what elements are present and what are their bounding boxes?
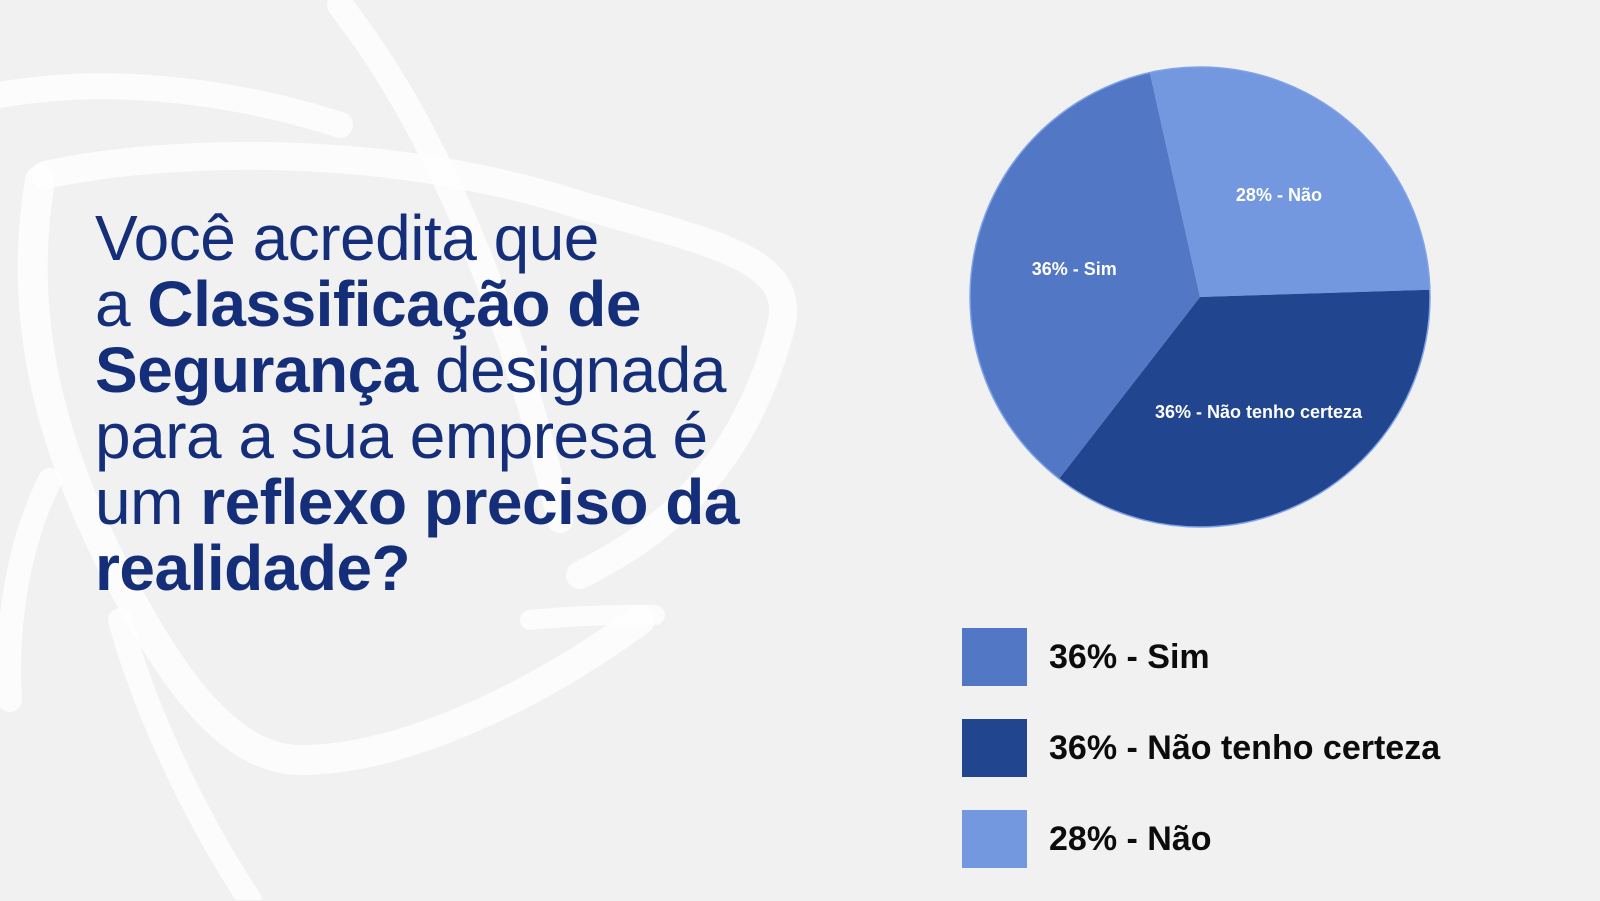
headline-line-4: para a sua empresa é [95,400,708,472]
slice-label-sim: 36% - Sim [1032,259,1117,279]
legend-label-nao-tenho-certeza: 36% - Não tenho certeza [1049,728,1441,767]
headline-emphasis: Classificação de [147,268,641,340]
slice-label-nao: 28% - Não [1236,185,1322,205]
legend-label-sim: 36% - Sim [1049,637,1210,676]
pie-outline [969,66,1431,528]
pie-chart: 28% - Não 36% - Não tenho certeza 36% - Si… [969,66,1431,528]
headline-line-6: realidade? [95,532,411,604]
legend-item-sim: 36% - Sim [962,628,1440,686]
headline-emphasis: reflexo preciso da [200,466,739,538]
headline-text: a [95,268,148,340]
legend-swatch-nao-tenho-certeza [962,719,1027,777]
pie-slice-sim [970,72,1200,479]
legend-swatch-sim [962,628,1027,686]
legend-item-nao-tenho-certeza: 36% - Não tenho certeza [962,719,1440,777]
legend-swatch-nao [962,810,1027,868]
headline-emphasis: Segurança [95,334,418,406]
chart-legend: 36% - Sim 36% - Não tenho certeza 28% - … [962,628,1440,901]
slice-label-nao-tenho-certeza: 36% - Não tenho certeza [1155,402,1363,422]
headline-text: designada [417,334,726,406]
question-headline: Você acredita que a Classificação de Seg… [95,205,855,601]
pie-slice-nao-tenho-certeza [1059,289,1430,527]
pie-slice-nao [1149,67,1430,297]
headline-line-1: Você acredita que [95,202,599,274]
legend-label-nao: 28% - Não [1049,819,1212,858]
headline-text: um [95,466,201,538]
legend-item-nao: 28% - Não [962,810,1440,868]
